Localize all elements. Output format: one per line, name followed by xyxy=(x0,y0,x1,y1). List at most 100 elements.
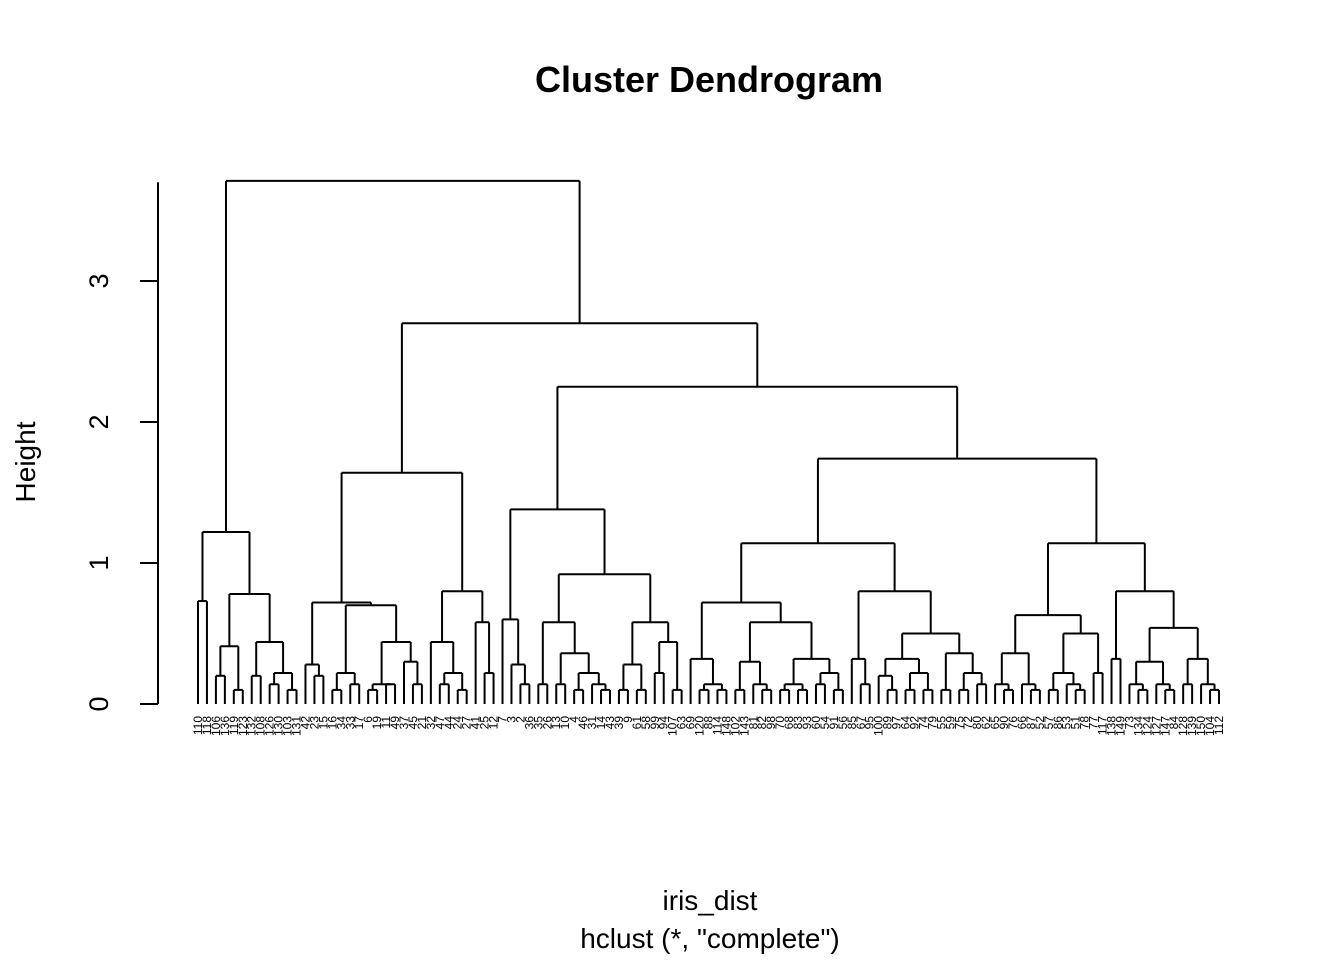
leaf-labels: 1101181061361191231321081261301031314223… xyxy=(191,716,1226,736)
leaf-label: 66 xyxy=(1015,716,1029,730)
leaf-label: 70 xyxy=(773,716,787,730)
leaf-label: 21 xyxy=(415,716,429,730)
leaf-label: 147 xyxy=(1158,716,1172,736)
leaf-label: 27 xyxy=(460,716,474,730)
x-axis-label: iris_dist xyxy=(663,885,758,916)
leaf-label: 15 xyxy=(316,716,330,730)
leaf-label: 118 xyxy=(200,716,214,735)
leaf-label: 149 xyxy=(1113,716,1127,736)
y-axis: 0 1 2 3 xyxy=(84,182,159,712)
y-tick-label: 2 xyxy=(84,414,114,429)
leaf-label: 72 xyxy=(961,716,975,730)
leaf-label: 143 xyxy=(737,716,751,736)
leaf-label: 46 xyxy=(576,716,590,730)
leaf-label: 76 xyxy=(1006,716,1020,730)
leaf-label: 75 xyxy=(952,716,966,730)
chart-title: Cluster Dendrogram xyxy=(535,59,883,100)
leaf-label: 12 xyxy=(487,716,501,730)
leaf-label: 80 xyxy=(970,716,984,730)
leaf-label: 59 xyxy=(943,716,957,730)
leaf-label: 130 xyxy=(272,716,286,736)
y-tick-label: 3 xyxy=(84,273,114,288)
leaf-label: 88 xyxy=(702,716,716,730)
leaf-label: 132 xyxy=(245,716,259,736)
leaf-label: 99 xyxy=(648,716,662,730)
leaf-label: 106 xyxy=(209,716,223,736)
leaf-label: 73 xyxy=(1122,716,1136,730)
leaf-label: 85 xyxy=(845,716,859,730)
leaf-label: 82 xyxy=(755,716,769,730)
leaf-label: 84 xyxy=(1167,716,1181,730)
leaf-label: 14 xyxy=(594,716,608,730)
leaf-label: 47 xyxy=(433,716,447,730)
leaf-label: 45 xyxy=(406,716,420,730)
leaf-label: 44 xyxy=(442,716,456,730)
leaf-label: 24 xyxy=(451,716,465,730)
method-subtitle: hclust (*, "complete") xyxy=(580,923,840,954)
leaf-label: 89 xyxy=(881,716,895,730)
leaf-label: 91 xyxy=(827,716,841,730)
leaf-label: 11 xyxy=(379,716,393,729)
leaf-label: 6 xyxy=(361,716,375,723)
leaf-label: 78 xyxy=(1078,716,1092,730)
leaf-label: 32 xyxy=(424,716,438,730)
leaf-label: 114 xyxy=(710,716,724,735)
leaf-label: 98 xyxy=(764,716,778,730)
leaf-label: 53 xyxy=(1060,716,1074,730)
y-tick-label: 0 xyxy=(84,696,114,711)
leaf-label: 49 xyxy=(388,716,402,730)
leaf-label: 61 xyxy=(630,716,644,730)
leaf-label: 34 xyxy=(334,716,348,730)
leaf-label: 107 xyxy=(666,716,680,736)
leaf-label: 102 xyxy=(728,716,742,736)
leaf-label: 83 xyxy=(791,716,805,730)
leaf-label: 94 xyxy=(657,716,671,730)
leaf-label: 139 xyxy=(1185,716,1199,736)
leaf-label: 19 xyxy=(370,716,384,730)
y-axis-label: Height xyxy=(10,421,41,502)
leaf-label: 10 xyxy=(558,716,572,730)
leaf-label: 63 xyxy=(675,716,689,730)
leaf-label: 86 xyxy=(1051,716,1065,730)
leaf-label: 119 xyxy=(227,716,241,735)
leaf-label: 62 xyxy=(979,716,993,730)
leaf-label: 4 xyxy=(567,716,581,723)
leaf-label: 36 xyxy=(522,716,536,730)
leaf-label: 69 xyxy=(684,716,698,730)
leaf-label: 25 xyxy=(478,716,492,730)
leaf-label: 97 xyxy=(890,716,904,730)
leaf-label: 77 xyxy=(1087,716,1101,730)
leaf-label: 3 xyxy=(504,716,518,723)
leaf-label: 93 xyxy=(800,716,814,730)
leaf-label: 42 xyxy=(298,716,312,730)
leaf-label: 17 xyxy=(352,716,366,730)
leaf-label: 104 xyxy=(1203,716,1217,736)
leaf-label: 110 xyxy=(191,716,205,735)
leaf-label: 108 xyxy=(254,716,268,736)
leaf-label: 16 xyxy=(325,716,339,730)
leaf-label: 123 xyxy=(236,716,250,736)
leaf-label: 43 xyxy=(603,716,617,730)
leaf-label: 33 xyxy=(343,716,357,730)
leaf-label: 90 xyxy=(997,716,1011,730)
leaf-label: 56 xyxy=(836,716,850,730)
leaf-label: 128 xyxy=(1176,716,1190,736)
leaf-label: 87 xyxy=(1024,716,1038,730)
leaf-label: 134 xyxy=(1131,716,1145,736)
leaf-label: 54 xyxy=(818,716,832,730)
leaf-label: 95 xyxy=(863,716,877,730)
leaf-label: 74 xyxy=(916,716,930,730)
leaf-label: 124 xyxy=(1140,716,1154,736)
leaf-label: 131 xyxy=(290,716,304,736)
leaf-label: 31 xyxy=(585,716,599,730)
leaf-label: 35 xyxy=(531,716,545,730)
y-tick-label: 1 xyxy=(84,555,114,570)
leaf-label: 79 xyxy=(925,716,939,730)
leaf-label: 67 xyxy=(854,716,868,730)
leaf-label: 9 xyxy=(621,716,635,723)
leaf-label: 100 xyxy=(872,716,886,736)
leaf-label: 148 xyxy=(719,716,733,736)
leaf-label: 64 xyxy=(899,716,913,730)
leaf-label: 13 xyxy=(549,716,563,730)
